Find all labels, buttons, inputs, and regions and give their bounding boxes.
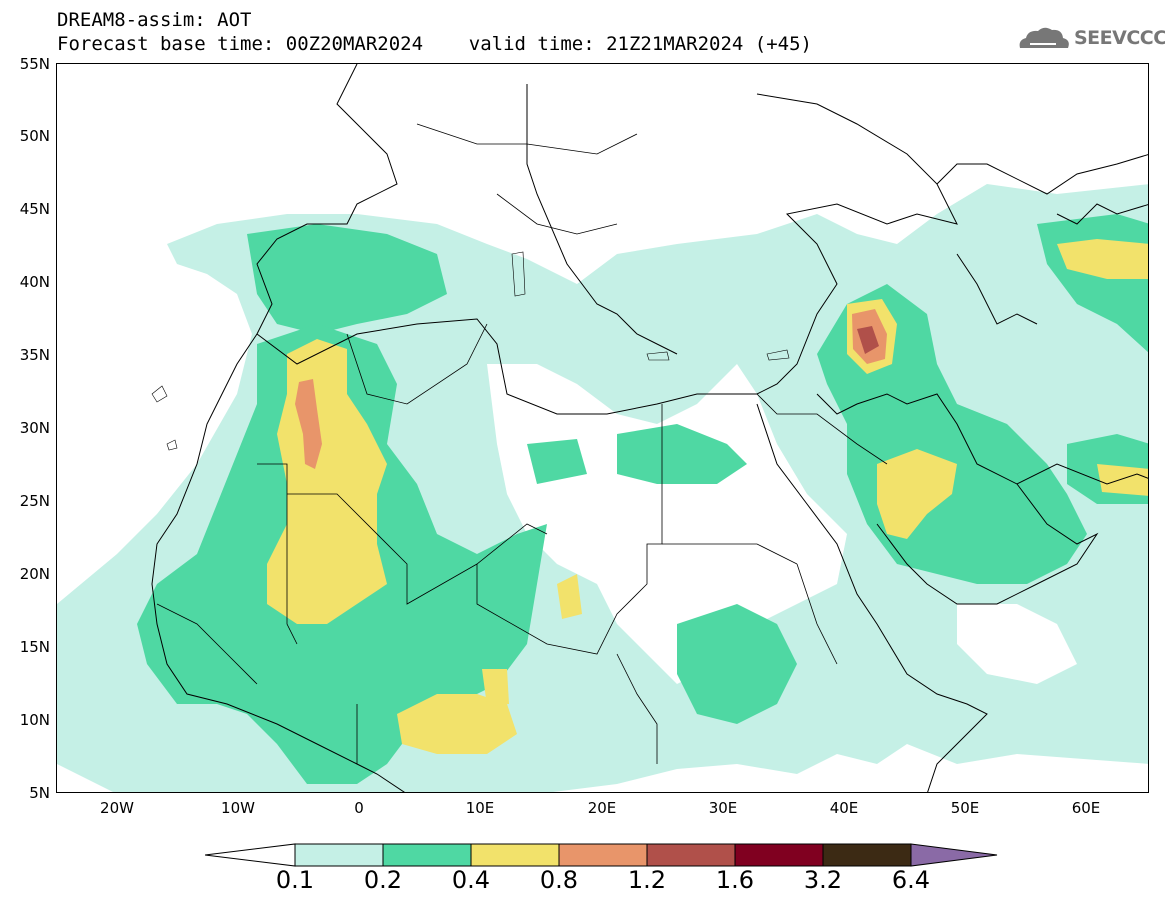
colorbar-swatch	[470, 843, 560, 867]
forecast-time-line: Forecast base time: 00Z20MAR2024 valid t…	[57, 33, 812, 55]
lon-label: 0	[354, 799, 364, 817]
lon-label: 50E	[950, 799, 980, 817]
lat-label: 10N	[19, 711, 50, 729]
colorbar-upper-arrow	[910, 843, 998, 867]
colorbar-label: 1.2	[627, 866, 667, 894]
map-title: DREAM8-assim: AOT	[57, 9, 252, 31]
colorbar-label: 0.4	[451, 866, 491, 894]
cloud-icon	[1019, 27, 1069, 50]
colorbar-swatch	[822, 843, 912, 867]
lat-label: 15N	[19, 638, 50, 656]
lat-label: 20N	[19, 565, 50, 583]
aot-field	[57, 64, 1148, 792]
lat-label: 25N	[19, 492, 50, 510]
coastlines	[151, 64, 1148, 792]
lat-label: 45N	[19, 200, 50, 218]
lon-label: 10E	[465, 799, 495, 817]
islands	[151, 251, 790, 451]
colorbar-lower-arrow	[205, 843, 296, 867]
logo-text: SEEVCCC	[1074, 27, 1165, 49]
colorbar-swatch	[734, 843, 824, 867]
map-panel[interactable]	[56, 63, 1149, 793]
colorbar-label: 0.2	[363, 866, 403, 894]
colorbar-label: 6.4	[891, 866, 931, 894]
lat-label: 30N	[19, 419, 50, 437]
lat-label: 40N	[19, 273, 50, 291]
colorbar	[205, 843, 998, 867]
lon-label: 20W	[100, 799, 134, 817]
colorbar-swatch	[646, 843, 736, 867]
colorbar-label: 0.1	[275, 866, 315, 894]
lon-label: 10W	[221, 799, 255, 817]
colorbar-label: 3.2	[803, 866, 843, 894]
colorbar-label: 1.6	[715, 866, 755, 894]
colorbar-swatch	[382, 843, 472, 867]
lat-label: 55N	[19, 55, 50, 73]
country-borders	[156, 123, 888, 764]
lon-label: 20E	[587, 799, 617, 817]
lon-label: 40E	[829, 799, 859, 817]
lat-label: 5N	[29, 784, 50, 802]
lat-label: 35N	[19, 346, 50, 364]
colorbar-swatch	[558, 843, 648, 867]
colorbar-label: 0.8	[539, 866, 579, 894]
lon-label: 60E	[1071, 799, 1101, 817]
colorbar-swatch	[294, 843, 384, 867]
lat-label: 50N	[19, 127, 50, 145]
aot-level-1-2	[857, 326, 879, 354]
lon-label: 30E	[708, 799, 738, 817]
